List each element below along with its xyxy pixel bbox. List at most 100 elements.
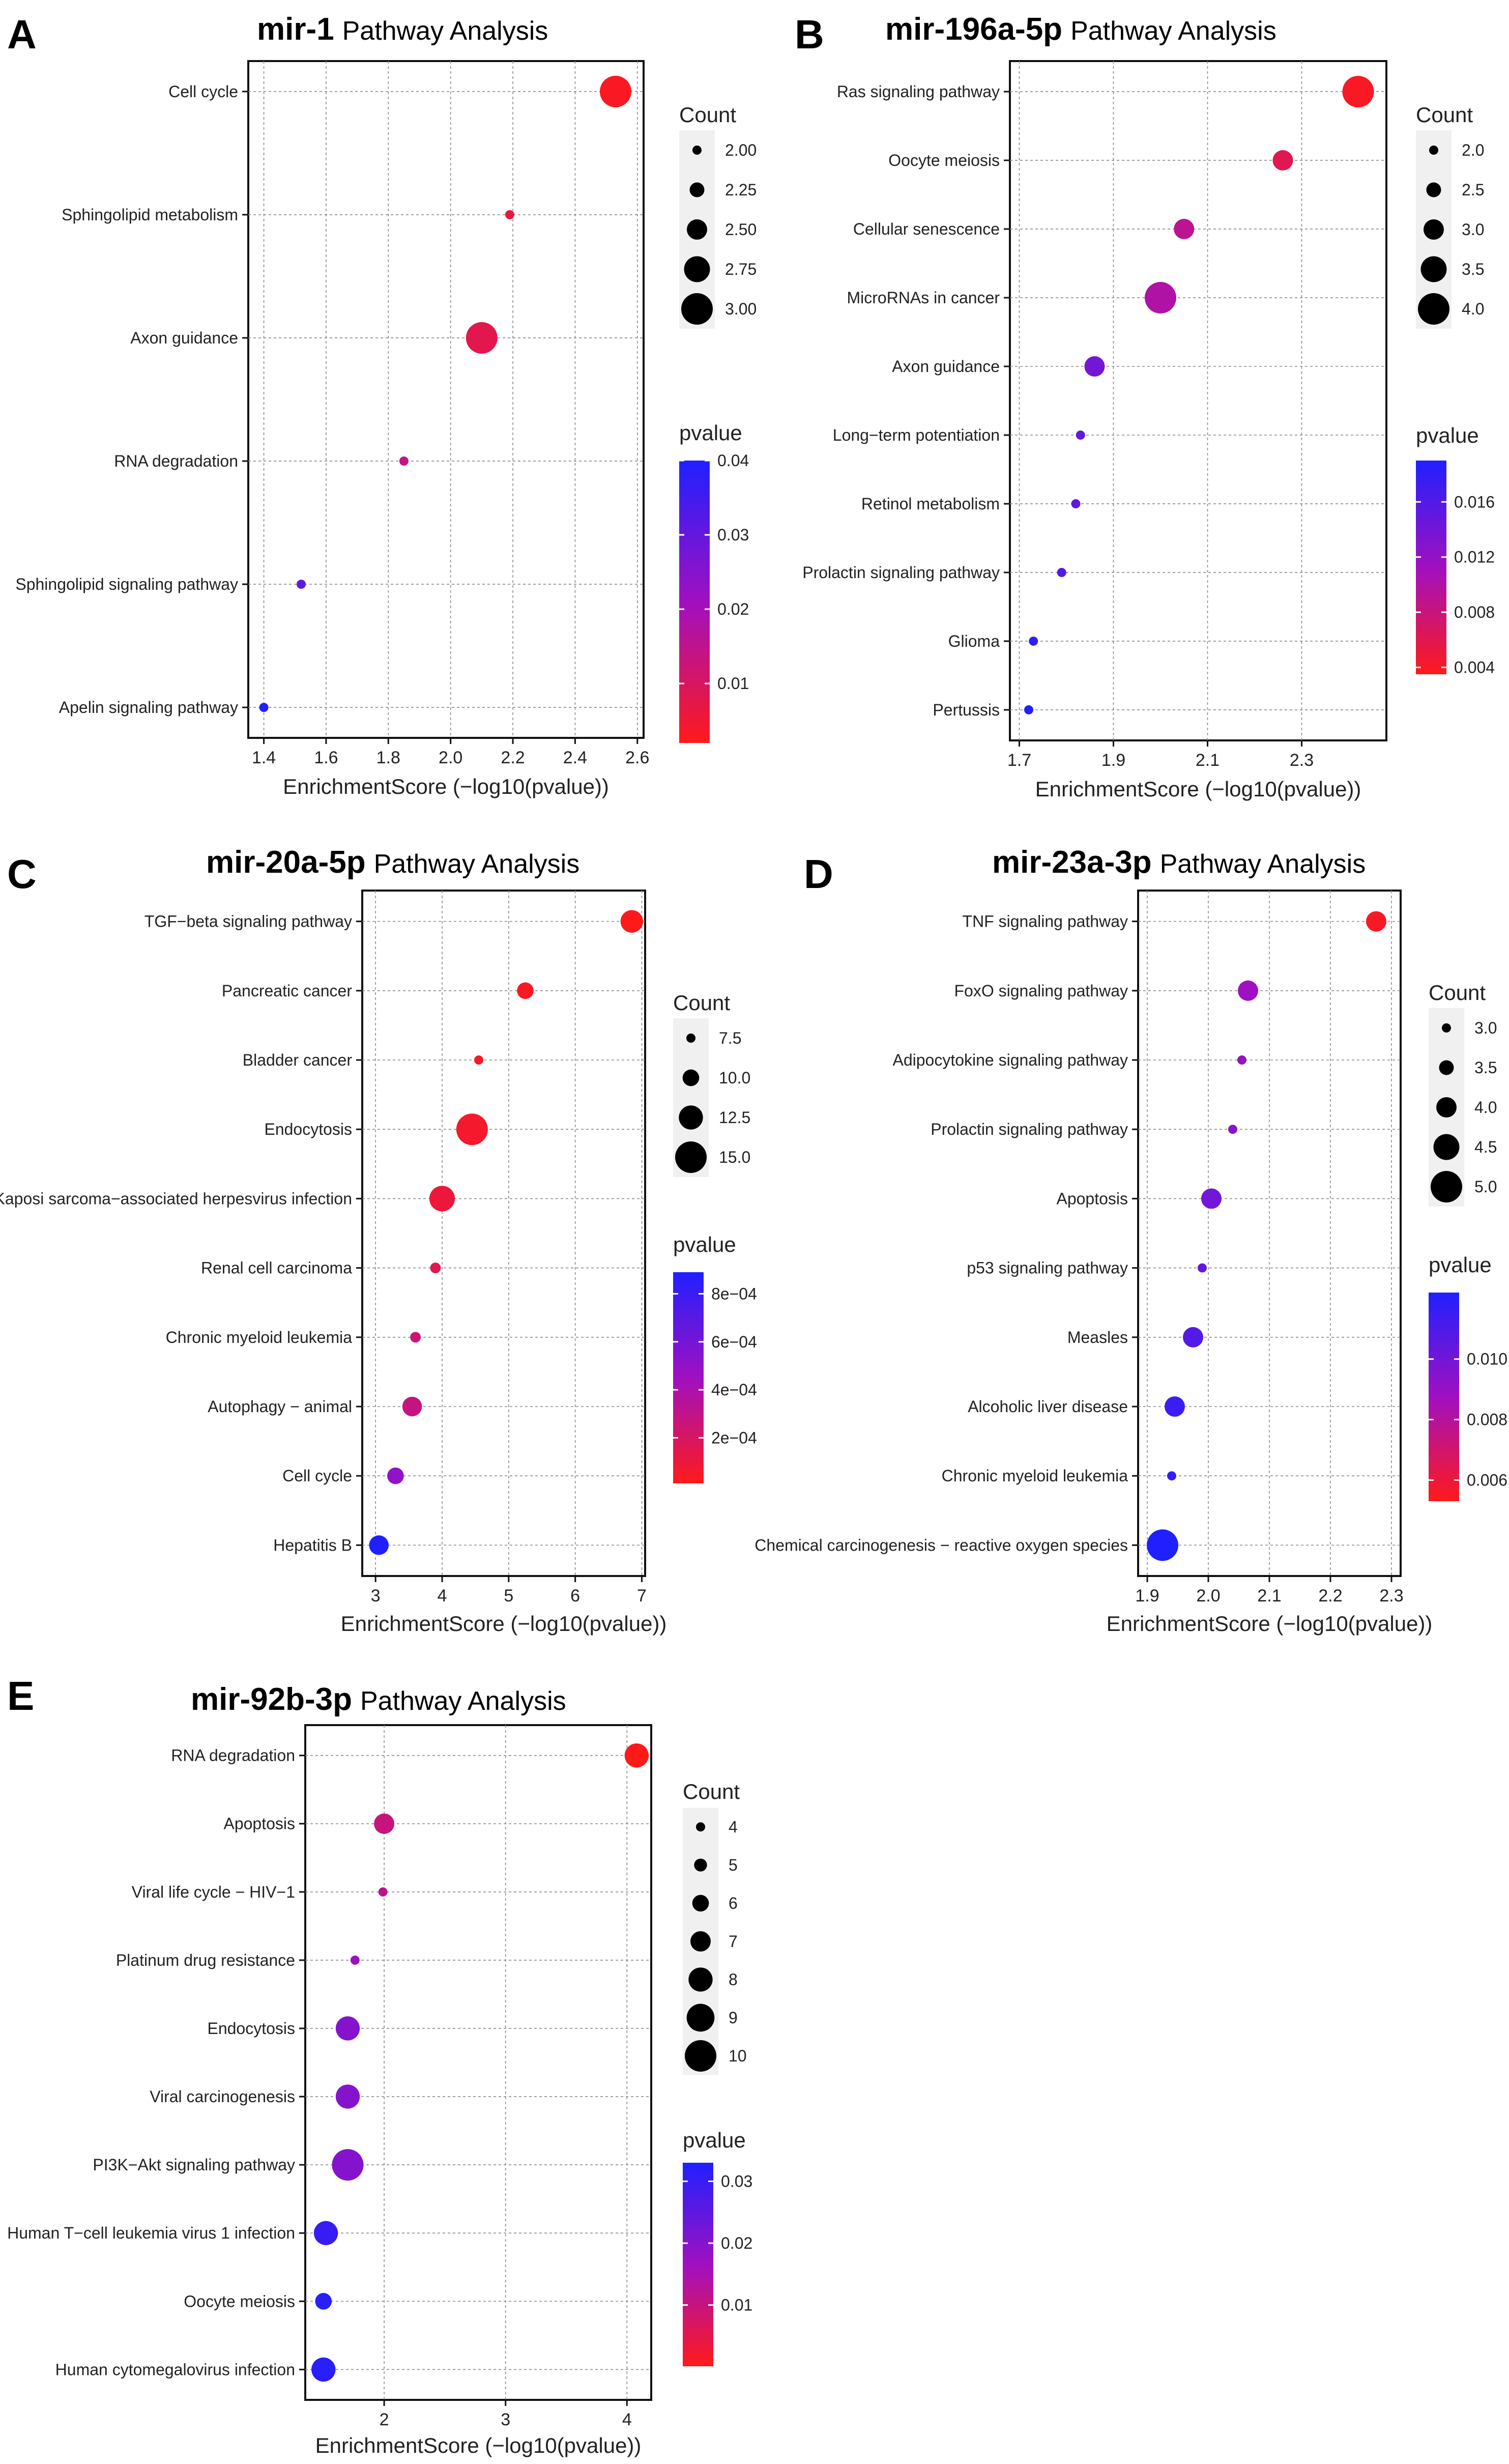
panel-letter: C — [7, 851, 37, 897]
count-legend-label: 12.5 — [719, 1108, 750, 1127]
category-label: TNF signaling pathway — [963, 912, 1128, 931]
plot-area — [247, 60, 645, 739]
count-legend-label: 2.25 — [725, 181, 757, 199]
count-legend-title: Count — [1416, 103, 1473, 127]
count-legend-dot — [690, 1931, 711, 1952]
data-point — [505, 210, 514, 219]
count-legend-dot — [1426, 182, 1441, 197]
panel-letter: B — [795, 12, 824, 57]
count-legend-label: 4.0 — [1462, 300, 1484, 318]
x-tick-label: 2.1 — [1257, 1586, 1281, 1606]
pvalue-color-bar — [1429, 1293, 1459, 1501]
data-point — [315, 2293, 332, 2310]
data-point — [1024, 705, 1033, 714]
x-tick-label: 2.6 — [625, 748, 649, 767]
x-tick-label: 3 — [371, 1586, 381, 1606]
count-legend-label: 2.00 — [725, 141, 757, 159]
category-label: Viral carcinogenesis — [150, 2087, 295, 2106]
pvalue-color-bar — [673, 1272, 704, 1483]
data-point — [1165, 1396, 1185, 1417]
pvalue-legend-title: pvalue — [673, 1233, 736, 1256]
count-legend-label: 6 — [729, 1894, 738, 1912]
count-legend-dot — [1418, 293, 1449, 325]
panel-letter: E — [7, 1673, 34, 1718]
title-suffix: Pathway Analysis — [342, 16, 548, 46]
data-point — [350, 1955, 360, 1965]
x-tick-label: 1.4 — [252, 748, 276, 767]
category-label: Endocytosis — [207, 2019, 295, 2038]
category-label: Bladder cancer — [243, 1051, 353, 1069]
data-point — [466, 322, 498, 354]
category-label: Long−term potentiation — [833, 426, 1000, 444]
data-point — [430, 1263, 441, 1274]
count-legend-dot — [679, 1105, 703, 1130]
count-legend-title: Count — [679, 103, 736, 127]
category-label: Prolactin signaling pathway — [931, 1120, 1128, 1138]
category-label: Oocyte meiosis — [888, 151, 1000, 169]
pvalue-legend-title: pvalue — [1416, 423, 1479, 447]
data-point — [429, 1186, 455, 1212]
x-tick-label: 2.3 — [1290, 751, 1314, 770]
pvalue-tick-label: 6e−04 — [711, 1333, 757, 1351]
category-label: Hepatitis B — [273, 1536, 352, 1554]
category-label: Cellular senescence — [853, 220, 1000, 238]
chart-title: mir-20a-5p Pathway Analysis — [206, 845, 579, 880]
count-legend-dot — [686, 2003, 715, 2032]
pvalue-tick-label: 0.006 — [1467, 1471, 1507, 1489]
data-point — [311, 2357, 336, 2382]
data-point — [624, 1743, 649, 1768]
category-label: Chronic myeloid leukemia — [942, 1467, 1128, 1485]
count-legend-label: 3.00 — [725, 300, 757, 318]
count-legend-dot — [1424, 219, 1444, 240]
pvalue-tick-label: 0.008 — [1467, 1411, 1507, 1429]
x-tick-label: 1.8 — [376, 748, 400, 767]
x-tick-label: 2.2 — [1318, 1586, 1342, 1606]
pvalue-tick-label: 0.02 — [721, 2234, 752, 2252]
category-label: Oocyte meiosis — [184, 2292, 295, 2310]
plot-area — [304, 1724, 652, 2401]
data-point — [456, 1113, 488, 1145]
data-point — [1201, 1188, 1222, 1209]
data-point — [1342, 76, 1374, 108]
category-label: Endocytosis — [264, 1120, 352, 1138]
title-suffix: Pathway Analysis — [1160, 849, 1366, 879]
data-point — [1147, 1529, 1178, 1561]
category-label: Viral life cycle − HIV−1 — [132, 1883, 295, 1901]
category-label: Renal cell carcinoma — [201, 1259, 352, 1277]
chart-title: mir-92b-3p Pathway Analysis — [191, 1682, 566, 1717]
count-legend-label: 3.5 — [1462, 260, 1484, 278]
count-legend-label: 2.75 — [725, 260, 757, 278]
count-legend-label: 15.0 — [719, 1148, 750, 1166]
category-label: p53 signaling pathway — [967, 1259, 1128, 1277]
count-legend-dot — [692, 1895, 709, 1912]
x-tick-label: 1.9 — [1135, 1586, 1159, 1606]
category-label: Pertussis — [933, 701, 1000, 719]
pvalue-tick-label: 0.01 — [721, 2296, 752, 2314]
title-mirna: mir-196a-5p — [885, 12, 1062, 47]
pvalue-tick-label: 0.016 — [1454, 493, 1495, 511]
x-tick-label: 2.0 — [1196, 1586, 1220, 1606]
count-legend-label: 4.0 — [1474, 1098, 1497, 1116]
count-legend-label: 3.5 — [1474, 1058, 1497, 1077]
pvalue-color-bar — [1416, 461, 1446, 674]
category-label: RNA degradation — [114, 452, 238, 470]
count-legend-dot — [1433, 1134, 1460, 1160]
pvalue-tick-label: 0.03 — [721, 2172, 752, 2190]
x-tick-label: 5 — [504, 1586, 513, 1606]
panel-letter: D — [804, 851, 833, 897]
data-point — [620, 910, 644, 933]
category-label: Axon guidance — [130, 329, 238, 347]
count-legend-dot — [696, 1822, 705, 1831]
count-legend-label: 8 — [729, 1970, 738, 1989]
count-legend-dot — [686, 1034, 695, 1043]
data-point — [369, 1535, 389, 1555]
count-legend-title: Count — [683, 1780, 740, 1803]
category-label: Platinum drug resistance — [116, 1951, 295, 1969]
category-label: Cell cycle — [168, 82, 238, 101]
data-point — [1084, 356, 1105, 377]
category-label: Chemical carcinogenesis − reactive oxyge… — [754, 1536, 1128, 1554]
data-point — [402, 1396, 422, 1417]
category-label: FoxO signaling pathway — [954, 982, 1128, 1000]
count-legend-title: Count — [1429, 981, 1486, 1005]
count-legend-label: 2.0 — [1462, 141, 1484, 159]
